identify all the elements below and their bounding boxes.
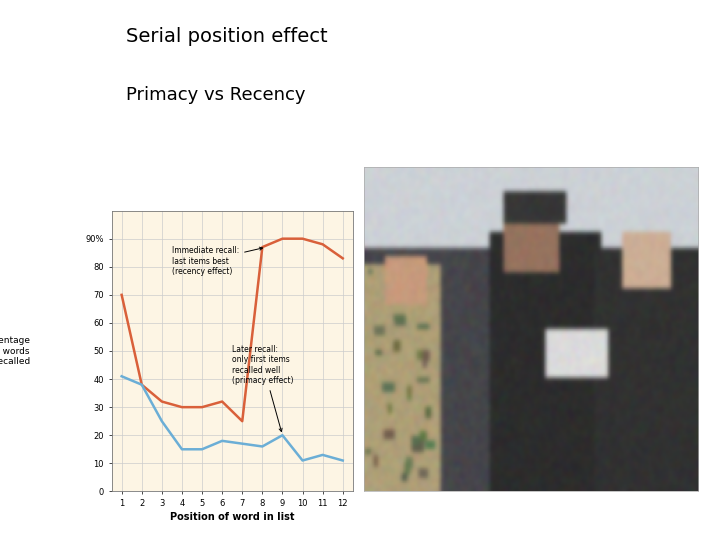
Y-axis label: Percentage
of words
recalled: Percentage of words recalled: [0, 336, 30, 366]
Text: Serial position effect: Serial position effect: [126, 27, 328, 46]
X-axis label: Position of word in list: Position of word in list: [170, 512, 294, 522]
Text: Later recall:
only first items
recalled well
(primacy effect): Later recall: only first items recalled …: [232, 345, 294, 431]
Text: Immediate recall:
last items best
(recency effect): Immediate recall: last items best (recen…: [172, 246, 263, 276]
Text: Primacy vs Recency: Primacy vs Recency: [126, 86, 305, 104]
